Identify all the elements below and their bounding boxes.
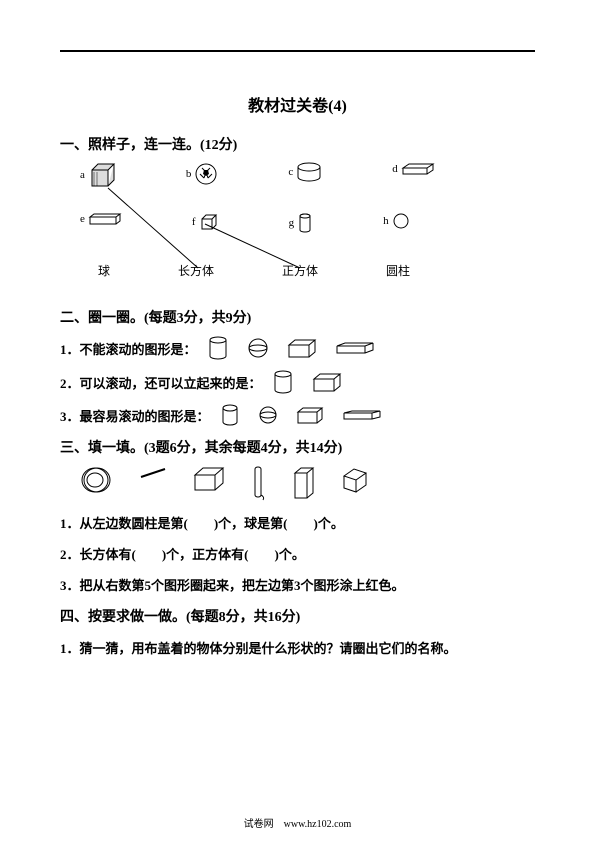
label-a: a <box>80 169 85 181</box>
s3-q1: 1．从左边数圆柱是第( )个，球是第( )个。 <box>60 513 535 532</box>
flat-cuboid-icon <box>335 341 375 355</box>
section1-head: 一、照样子，连一连。(12分) <box>60 134 535 154</box>
cylinder-icon <box>296 162 322 182</box>
small-cube-icon <box>199 212 219 232</box>
label-b: b <box>186 168 192 180</box>
label-f: f <box>192 216 196 228</box>
tire-icon <box>80 465 114 495</box>
label-h: h <box>383 215 389 227</box>
s2-q2-text: 2．可以滚动，还可以立起来的是： <box>60 373 262 392</box>
s2-q3: 3．最容易滚动的图形是： <box>60 403 535 427</box>
bottom-label-2: 正方体 <box>282 262 318 279</box>
ball-icon <box>194 162 218 186</box>
cube-outline-icon <box>340 465 370 495</box>
s1-f: f <box>192 212 219 234</box>
cuboid-icon <box>287 337 317 359</box>
s2-q1-text: 1．不能滚动的图形是： <box>60 339 197 358</box>
s1-a: a <box>80 162 116 188</box>
bottom-label-1: 长方体 <box>178 262 214 279</box>
s1-h: h <box>383 212 410 234</box>
cylinder-icon <box>207 335 229 361</box>
s3-q3: 3．把从右数第5个图形圈起来，把左边第3个图形涂上红色。 <box>60 575 535 594</box>
s1-g: g <box>289 212 314 234</box>
label-c: c <box>288 166 293 178</box>
cylinder-icon <box>272 369 294 395</box>
flat-cuboid-icon <box>342 409 382 421</box>
cuboid-icon <box>296 405 324 425</box>
cube-icon <box>88 162 116 188</box>
s3-q2: 2．长方体有( )个，正方体有( )个。 <box>60 544 535 563</box>
flat-cuboid-icon <box>401 162 435 176</box>
bottom-label-0: 球 <box>80 262 110 279</box>
cuboid-icon <box>312 371 342 393</box>
long-cuboid-icon <box>88 212 122 226</box>
bottom-label-3: 圆柱 <box>386 262 410 279</box>
sphere-icon <box>247 337 269 359</box>
cuboid-icon <box>192 465 226 493</box>
tall-cuboid-icon <box>292 465 316 501</box>
s4-q1: 1．猜一猜，用布盖着的物体分别是什么形状的？请圈出它们的名称。 <box>60 638 535 657</box>
s1-e: e <box>80 212 122 234</box>
s2-q1: 1．不能滚动的图形是： <box>60 335 535 361</box>
stick-icon <box>138 465 168 481</box>
section4-head: 四、按要求做一做。(每题8分，共16分) <box>60 606 535 626</box>
sphere-icon <box>392 212 410 230</box>
page-title: 教材过关卷(4) <box>60 92 535 116</box>
section2-head: 二、圈一圈。(每题3分，共9分) <box>60 307 535 327</box>
label-g: g <box>289 217 295 229</box>
top-rule <box>60 50 535 52</box>
section3-head: 三、填一填。(3题6分，其余每题4分，共14分) <box>60 437 535 457</box>
label-d: d <box>392 163 398 175</box>
s2-q3-text: 3．最容易滚动的图形是： <box>60 406 210 425</box>
s1-c: c <box>288 162 322 188</box>
label-e: e <box>80 213 85 225</box>
s2-q2: 2．可以滚动，还可以立起来的是： <box>60 369 535 395</box>
cylinder-icon <box>220 403 240 427</box>
page-footer: 试卷网 www.hz102.com <box>0 815 595 830</box>
sphere-icon <box>258 405 278 425</box>
scroll-icon <box>250 465 268 501</box>
s1-d: d <box>392 162 435 188</box>
cup-icon <box>297 212 313 234</box>
s1-b: b <box>186 162 219 188</box>
